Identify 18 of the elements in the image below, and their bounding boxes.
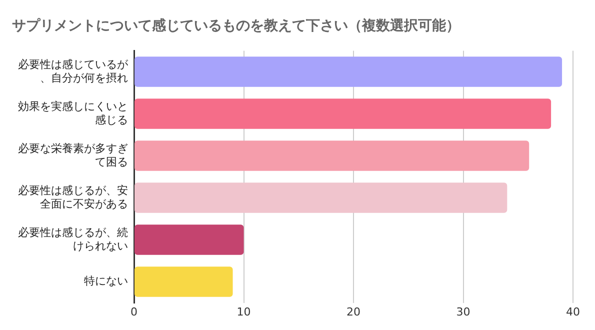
y-tick-label: 必要な栄養素が多すぎて困る [18,142,128,168]
bar [134,266,233,297]
bar [134,98,552,129]
x-tick-label: 40 [566,305,580,318]
x-tick-label: 20 [346,305,360,318]
bar [134,224,244,255]
bar [134,182,508,213]
x-tick-label: 0 [130,305,138,318]
bar [134,140,530,171]
y-tick-label: 必要性は感じるが、安全面に不安がある [18,184,128,210]
y-tick-label: 特にない [84,274,128,288]
bar [134,56,562,87]
x-tick-label: 10 [236,305,251,318]
y-tick-label: 効果を実感しにくいと感じる [18,100,128,126]
chart-title: サプリメントについて感じているものを教えて下さい（複数選択可能） [12,17,460,34]
y-tick-label: 必要性は感じているが、自分が何を摂れ [18,58,129,84]
x-tick-label: 30 [456,305,470,318]
y-tick-label: 必要性は感じるが、続けられない [18,226,128,252]
